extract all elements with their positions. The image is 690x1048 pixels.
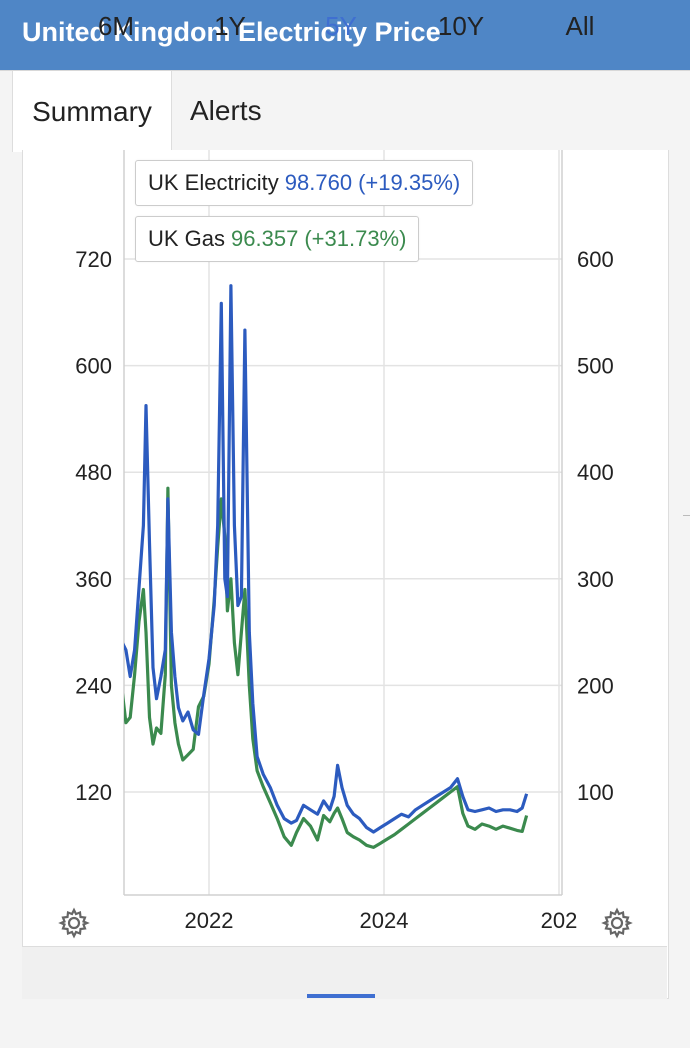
left-axis-tick-label: 240 [75,673,112,698]
series-line-uk-gas [124,486,529,849]
x-axis-tick-label: 2022 [185,908,234,933]
tab-alerts[interactable]: Alerts [190,95,262,126]
right-axis-tick-label: 600 [577,247,614,272]
legend-electricity: UK Electricity 98.760 (+19.35%) [135,160,474,206]
legend-gas: UK Gas 96.357 (+31.73%) [135,216,420,262]
left-axis-tick-label: 360 [75,567,112,592]
active-range-indicator [307,994,375,998]
page-title: United Kingdom Electricity Price [22,17,441,47]
legend-electricity-value: 98.760 [284,170,353,195]
range-10y-button[interactable]: 10Y [437,10,485,41]
gear-icon[interactable] [58,907,90,939]
x-axis-tick-label: 202 [541,908,578,933]
x-axis-tick-label: 2024 [360,908,409,933]
tab-bar: Summary Alerts [0,70,690,152]
left-axis-tick-label: 480 [75,460,112,485]
left-axis-tick-label: 720 [75,247,112,272]
right-axis-tick-label: 400 [577,460,614,485]
legend-electricity-name: UK Electricity [148,170,279,195]
right-axis-tick-label: 100 [577,780,614,805]
range-5y-button[interactable]: 5Y [325,10,357,41]
left-axis-tick-label: 120 [75,780,112,805]
right-axis-tick-label: 300 [577,567,614,592]
chart-panel [22,150,669,999]
legend-gas-change: (+31.73%) [304,226,407,251]
right-axis-tick-label: 200 [577,673,614,698]
legend-gas-value: 96.357 [231,226,299,251]
tab-summary[interactable]: Summary [12,71,172,152]
left-axis-tick-label: 600 [75,354,112,379]
series-line-uk-electricity [124,284,529,834]
app-header: United Kingdom Electricity Price [0,0,690,70]
legend-electricity-change: (+19.35%) [358,170,461,195]
range-1y-button[interactable]: 1Y [214,10,246,41]
range-all-button[interactable]: All [565,10,595,41]
gear-icon[interactable] [601,907,633,939]
right-axis-tick-label: 500 [577,354,614,379]
scroll-edge-marker [683,515,690,516]
legend-gas-name: UK Gas [148,226,226,251]
range-selector [22,946,667,999]
range-6m-button[interactable]: 6M [97,10,135,41]
